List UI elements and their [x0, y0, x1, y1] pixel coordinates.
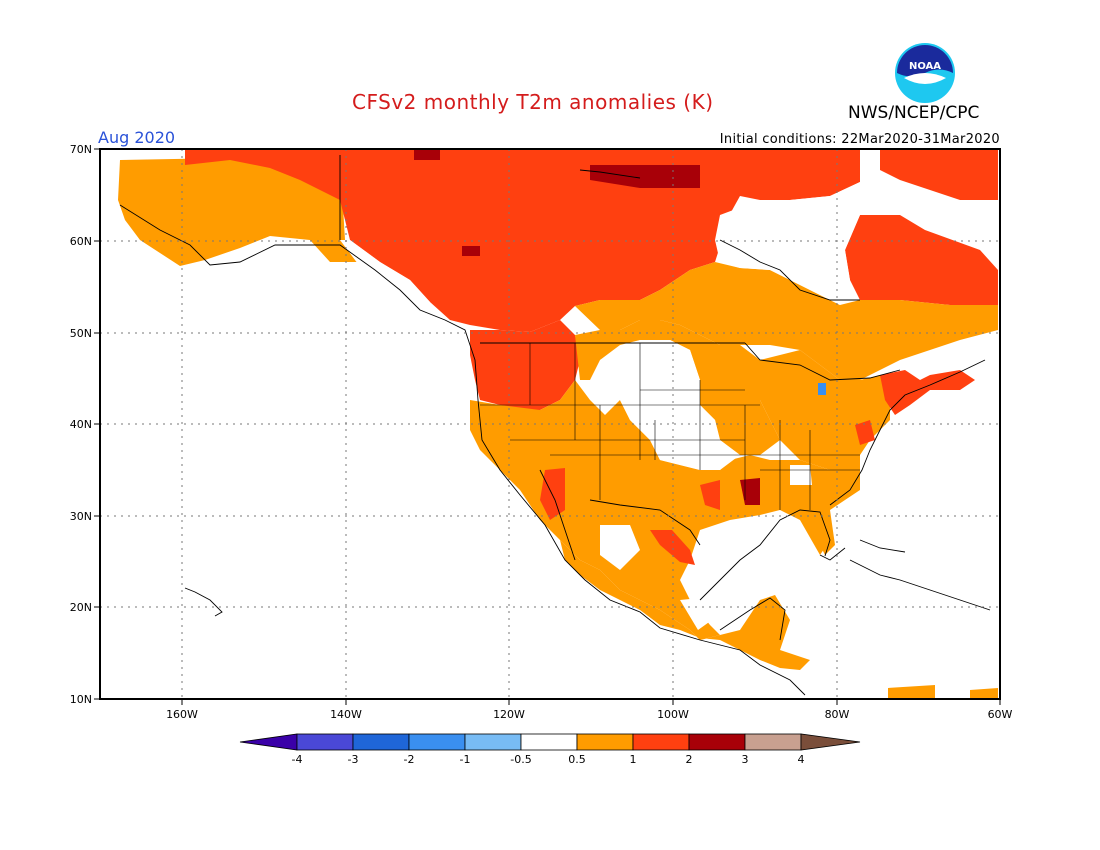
- noaa-logo-text: NOAA: [909, 61, 941, 72]
- anomaly-region-mexico: [560, 540, 810, 670]
- lon-label: 60W: [988, 708, 1013, 721]
- anomaly-region-great-lakes-negative: [818, 383, 826, 395]
- anomaly-region-mid-atlantic: [855, 420, 875, 445]
- lon-label: 100W: [657, 708, 689, 721]
- anomaly-region-bahamas-patch: [970, 688, 998, 699]
- forecast-month: Aug 2020: [98, 128, 176, 147]
- lat-label: 30N: [70, 510, 92, 523]
- colorbar-swatch: [576, 733, 634, 751]
- lat-label: 60N: [70, 235, 92, 248]
- anomaly-region-alaska: [118, 156, 360, 266]
- anomaly-region-baffin: [880, 150, 998, 200]
- anomaly-region-arctic-dark-2: [414, 150, 440, 160]
- neutral-region-pacific-coast: [340, 240, 430, 310]
- anomaly-region-canada-north: [185, 150, 860, 332]
- anomaly-region-bc-dark: [462, 246, 480, 256]
- anomaly-region-new-england: [880, 370, 975, 415]
- anomaly-region-gulf-red: [650, 530, 695, 565]
- colorbar-arrow-high: [800, 733, 861, 751]
- lat-label: 10N: [70, 693, 92, 706]
- anomaly-region-south-america: [888, 685, 935, 699]
- anomaly-region-canada-east: [575, 262, 998, 380]
- lat-label: 50N: [70, 327, 92, 340]
- colorbar-label: 3: [742, 753, 749, 766]
- anomaly-region-us-southwest: [470, 380, 860, 640]
- colorbar-label: -2: [404, 753, 415, 766]
- neutral-region-se-spot: [790, 465, 812, 485]
- lat-label: 70N: [70, 143, 92, 156]
- state-borders: [480, 343, 860, 510]
- axis-ticks: [94, 148, 1001, 705]
- neutral-region-mexico-spot: [600, 525, 640, 570]
- neutral-region-greenland: [715, 182, 860, 305]
- anomaly-region-us-west: [470, 320, 580, 410]
- map-title: CFSv2 monthly T2m anomalies (K): [352, 90, 714, 114]
- colorbar-swatch: [744, 733, 802, 751]
- noaa-logo: NOAA: [895, 43, 955, 103]
- lat-labels: 70N 60N 50N 40N 30N 20N 10N: [70, 143, 92, 706]
- colorbar-label: -0.5: [510, 753, 531, 766]
- initial-conditions-label: Initial conditions: 22Mar2020-31Mar2020: [719, 132, 1000, 147]
- colorbar-label: -3: [348, 753, 359, 766]
- anomaly-region-us-central-fringe: [575, 320, 780, 455]
- lat-label: 20N: [70, 601, 92, 614]
- colorbar-label: 0.5: [568, 753, 586, 766]
- lat-label: 40N: [70, 418, 92, 431]
- neutral-region-mexico-spot-2: [680, 598, 712, 630]
- lon-label: 140W: [330, 708, 362, 721]
- lon-label: 160W: [166, 708, 198, 721]
- lon-label: 80W: [825, 708, 850, 721]
- anomaly-region-us-east: [760, 350, 890, 470]
- colorbar-swatch: [296, 733, 354, 751]
- anomaly-region-gulf-red-2: [700, 480, 720, 510]
- colorbar-swatch: [688, 733, 746, 751]
- colorbar-swatch: [408, 733, 466, 751]
- colorbar-swatch: [520, 733, 578, 751]
- colorbar-label: -4: [292, 753, 303, 766]
- lon-label: 120W: [493, 708, 525, 721]
- colorbar-label: -1: [460, 753, 471, 766]
- anomaly-region-labrador: [845, 215, 998, 305]
- colorbar-arrow-low: [239, 733, 298, 751]
- colorbar-label: 4: [798, 753, 805, 766]
- colorbar-swatch: [632, 733, 690, 751]
- agency-label: NWS/NCEP/CPC: [848, 103, 980, 123]
- colorbar-swatch: [464, 733, 522, 751]
- anomaly-fill-layer: [118, 150, 998, 699]
- colorbar-label: 1: [630, 753, 637, 766]
- colorbar-label: 2: [686, 753, 693, 766]
- colorbar-swatch: [352, 733, 410, 751]
- graticule: [100, 149, 1000, 699]
- colorbar: -4 -3 -2 -1 -0.5 0.5 1 2 3 4: [239, 733, 861, 766]
- lon-labels: 160W 140W 120W 100W 80W 60W: [166, 708, 1012, 721]
